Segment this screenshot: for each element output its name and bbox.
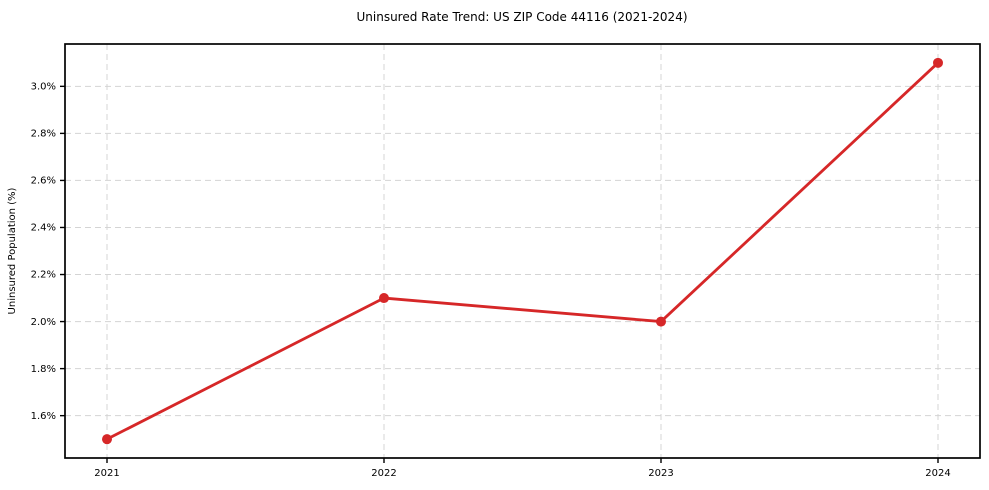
data-point <box>933 57 943 68</box>
x-tick-label: 2021 <box>94 468 119 479</box>
trend-line <box>105 61 940 441</box>
plot-border <box>64 43 981 459</box>
gridlines <box>65 44 980 458</box>
y-tick-label: 1.8% <box>31 364 56 375</box>
trend-line-series <box>102 57 943 445</box>
x-tick-label: 2024 <box>925 468 950 479</box>
y-tick-label: 1.6% <box>31 411 56 422</box>
data-point <box>379 293 389 304</box>
y-tick-label: 3.0% <box>31 82 56 93</box>
y-axis-label: Uninsured Population (%) <box>7 187 18 314</box>
y-tick-label: 2.2% <box>31 270 56 281</box>
y-tick-label: 2.6% <box>31 176 56 187</box>
x-tick-label: 2023 <box>648 468 673 479</box>
data-point <box>656 316 666 327</box>
data-point <box>102 434 112 445</box>
chart-title: Uninsured Rate Trend: US ZIP Code 44116 … <box>356 10 687 24</box>
y-tick-label: 2.8% <box>31 129 56 140</box>
x-tick-label: 2022 <box>371 468 396 479</box>
y-tick-label: 2.4% <box>31 223 56 234</box>
y-tick-label: 2.0% <box>31 317 56 328</box>
axes: 1.6% 1.8% 2.0% 2.2% 2.4% 2.6% 2.8% 3.0% 2021 2022… <box>31 43 981 479</box>
